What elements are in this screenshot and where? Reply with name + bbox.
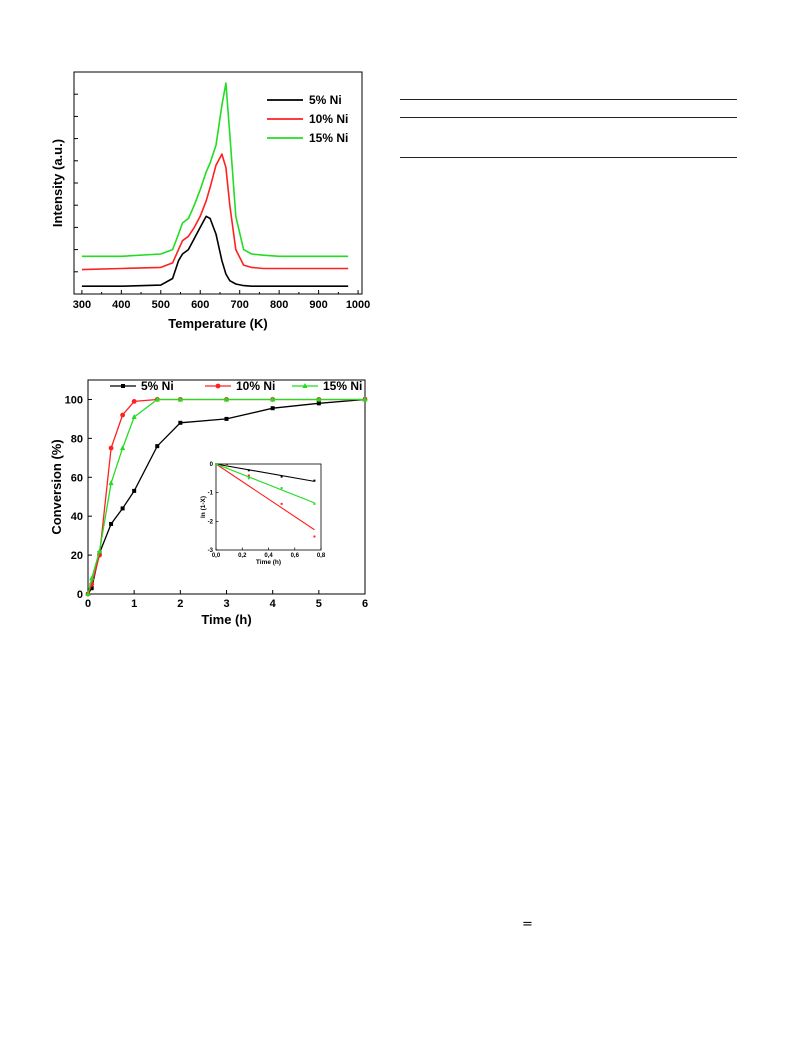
data-point (132, 488, 137, 493)
x-tick-label: 900 (309, 299, 327, 311)
x-tick-label: 2 (177, 598, 183, 610)
x-axis-label: Time (h) (201, 612, 251, 627)
data-point (316, 396, 322, 402)
inset-fit-line (215, 463, 315, 482)
x-tick-label: 1000 (346, 299, 370, 311)
inset-y-tick-label: -2 (208, 519, 214, 525)
data-point (120, 506, 125, 511)
inset-fit-line (215, 463, 315, 504)
data-point (224, 416, 229, 421)
table-header-rule (400, 117, 737, 118)
x-tick-label: 800 (270, 299, 288, 311)
data-point (270, 406, 275, 411)
y-tick-label: 60 (71, 472, 83, 484)
x-tick-label: 0 (85, 598, 91, 610)
tpr-chart: 300 400 500 600 700 800 900 1000 Temperature (K)… (48, 66, 373, 333)
conversion-chart: 0 1 2 3 4 5 6 0 20 40 60 80 100 Time (h) Conversion (%… (48, 372, 373, 628)
data-point (85, 591, 91, 596)
data-point (223, 396, 230, 402)
data-point (109, 521, 114, 526)
legend-label: 10% Ni (236, 379, 275, 393)
inset-x-tick-label: 0,2 (238, 553, 247, 559)
inset-data-point (313, 502, 316, 505)
inset-y-tick-label: -3 (208, 548, 214, 554)
x-tick-label: 700 (231, 299, 249, 311)
x-tick-label: 6 (362, 598, 368, 610)
inset-y-axis-label: ln (1-X) (200, 496, 207, 518)
data-point (120, 412, 126, 418)
legend-label: 15% Ni (323, 379, 362, 393)
inset-fit-line (215, 463, 315, 531)
inset-x-axis-label: Time (h) (256, 559, 281, 566)
x-tick-label: 3 (223, 598, 229, 610)
legend-marker (302, 383, 308, 388)
inset-data-point (280, 475, 283, 478)
legend-marker (215, 383, 221, 389)
inset-data-point (247, 469, 250, 472)
data-point (131, 399, 137, 404)
x-tick-label: 4 (270, 598, 277, 610)
y-tick-label: 40 (71, 511, 83, 523)
y-tick-label: 80 (71, 433, 83, 445)
inset-y-tick-label: 0 (210, 462, 214, 468)
equation-fragment: = (522, 917, 533, 932)
y-axis-label: Conversion (%) (49, 439, 64, 534)
inset-frame (215, 463, 322, 551)
inset-data-point (247, 474, 250, 477)
data-point (108, 445, 114, 451)
y-tick-label: 0 (77, 589, 83, 601)
x-tick-label: 400 (112, 299, 130, 311)
series-line (81, 82, 349, 258)
tpr-chart-svg: 300 400 500 600 700 800 900 1000 Temperature (K)… (50, 71, 370, 331)
data-point (178, 420, 183, 425)
data-point (96, 548, 103, 554)
data-point (89, 586, 94, 591)
legend-label: 5% Ni (141, 379, 174, 393)
x-tick-label: 500 (152, 299, 170, 311)
y-tick-label: 20 (71, 550, 83, 562)
x-tick-label: 5 (316, 598, 322, 610)
legend-label: 10% Ni (309, 112, 348, 126)
inset-x-tick-label: 0,6 (291, 553, 300, 559)
data-point (108, 480, 114, 486)
inset-data-point (247, 477, 250, 480)
data-point (154, 396, 160, 402)
inset-y-tick-label: -1 (208, 491, 214, 497)
inset-data-point (215, 463, 217, 465)
inset-x-tick-label: 0,0 (212, 553, 221, 559)
inset-data-point (313, 535, 316, 538)
series-line (87, 398, 365, 595)
legend-label: 15% Ni (309, 131, 348, 145)
x-tick-label: 600 (191, 299, 209, 311)
inset-data-point (280, 487, 283, 490)
data-point (362, 396, 368, 402)
x-axis-label: Temperature (K) (168, 316, 267, 331)
inset-chart: 0,0 0,2 0,4 0,6 0,8 0 -1 -2 -3 Time (h) ln (1-X) (200, 462, 326, 566)
data-point (131, 413, 137, 419)
table-bottom-rule (400, 157, 737, 158)
data-point (270, 396, 276, 402)
x-tick-label: 1 (131, 598, 137, 610)
inset-x-tick-label: 0,8 (317, 553, 326, 559)
inset-data-point (280, 502, 283, 505)
legend-marker (121, 384, 125, 388)
inset-x-tick-label: 0,4 (264, 553, 273, 559)
data-point (89, 575, 95, 581)
data-point (155, 444, 160, 449)
table-top-rule (400, 99, 737, 100)
y-axis-label: Intensity (a.u.) (50, 139, 65, 227)
inset-data-point (225, 465, 228, 468)
inset-data-point (313, 479, 316, 482)
series-line (81, 215, 349, 287)
data-point (316, 401, 321, 406)
series-line (81, 153, 349, 271)
data-point (177, 396, 183, 402)
y-tick-label: 100 (65, 394, 83, 406)
x-tick-label: 300 (73, 299, 91, 311)
data-point (120, 445, 126, 451)
legend-label: 5% Ni (309, 93, 342, 107)
